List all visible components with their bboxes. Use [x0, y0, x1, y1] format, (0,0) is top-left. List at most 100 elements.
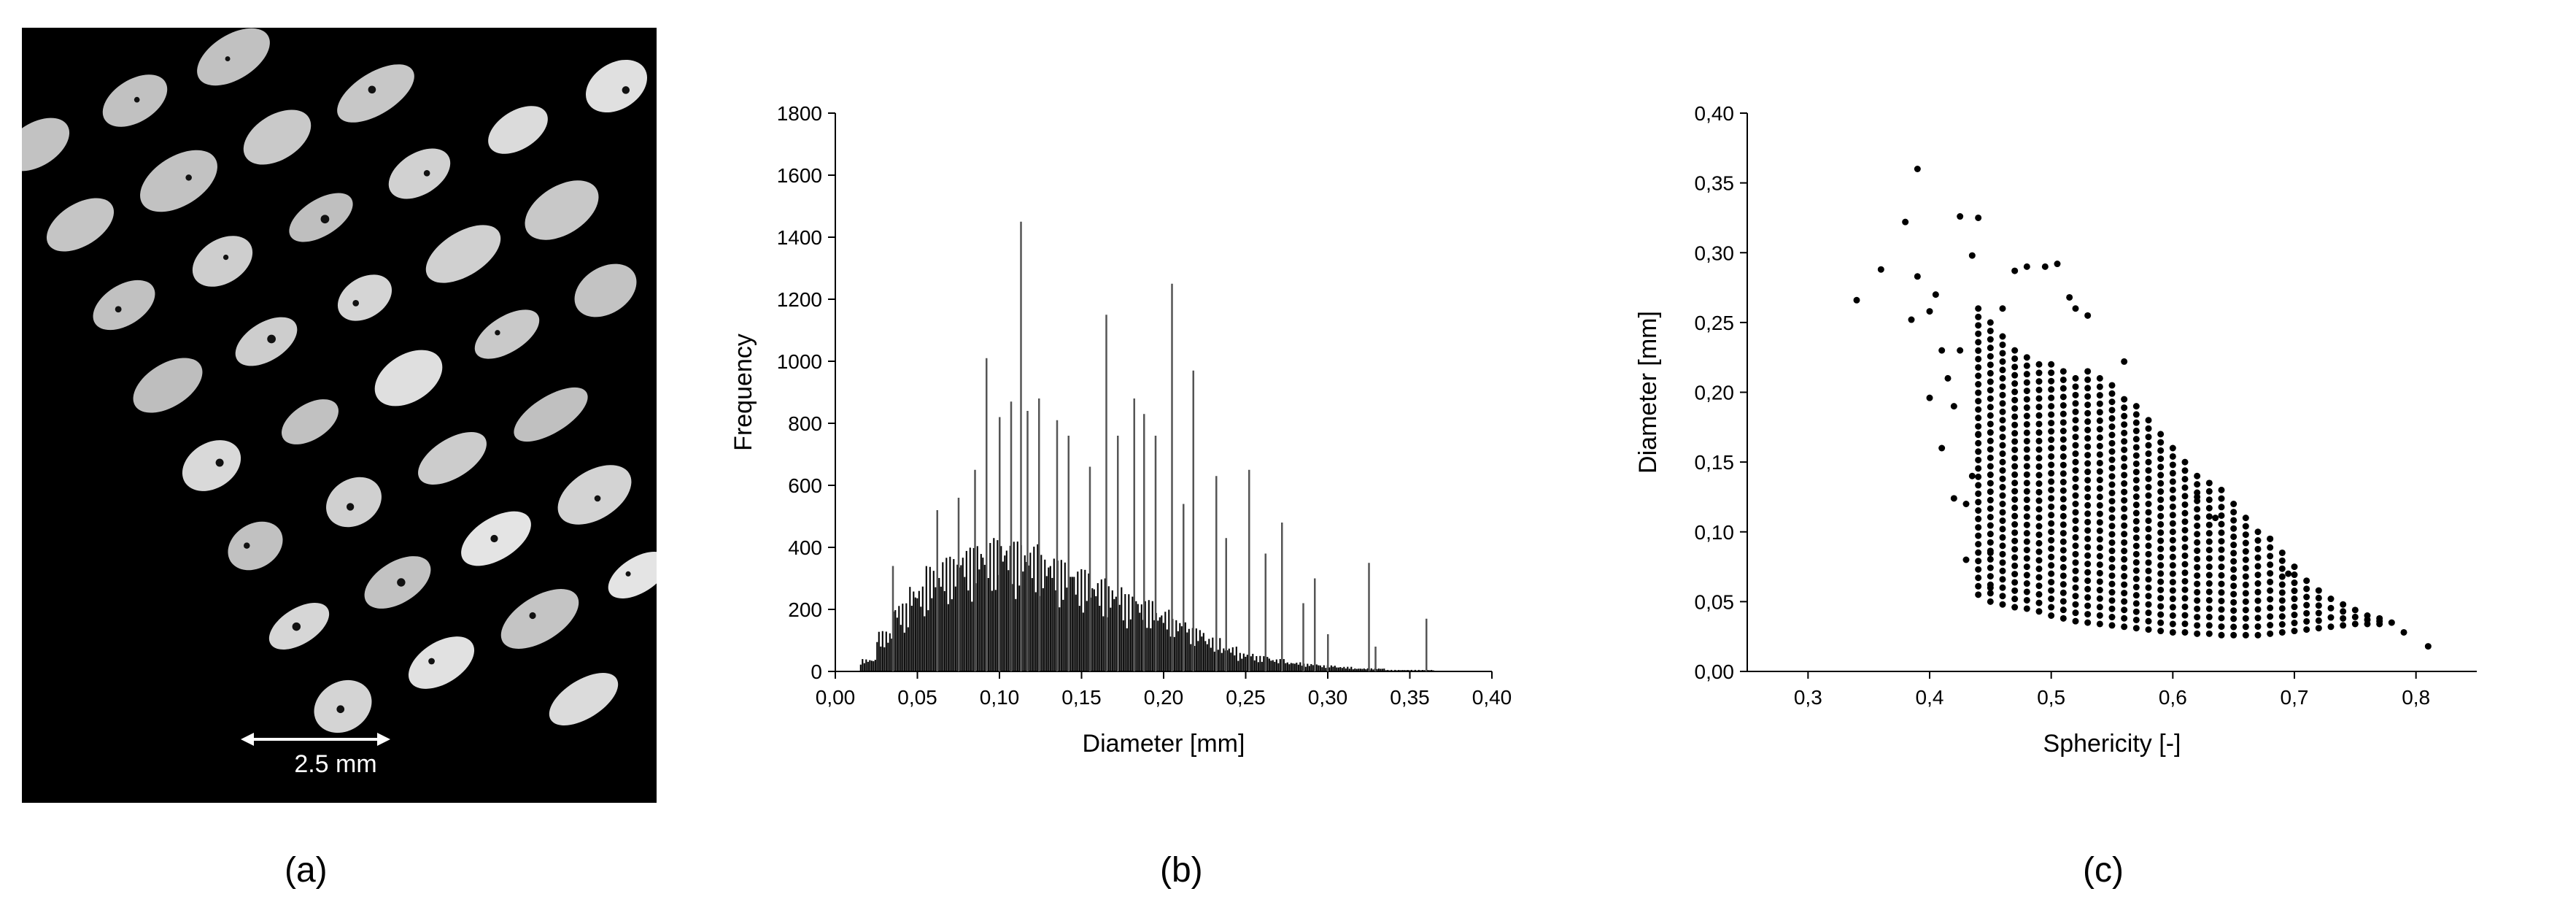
scatter-point: [2254, 606, 2262, 613]
scatter-point: [2132, 575, 2140, 582]
particle: [574, 263, 637, 317]
histogram-bar: [1256, 656, 1258, 671]
histogram-bar: [1275, 659, 1277, 671]
scatter-point: [2084, 401, 2092, 409]
scatter-point: [2194, 605, 2201, 612]
scale-bar: [241, 733, 390, 746]
histogram-bar: [1157, 620, 1159, 671]
scatter-point: [2169, 469, 2176, 477]
scatter-point: [2011, 413, 2019, 420]
scatter-point: [2084, 527, 2092, 534]
scatter-point: [2084, 469, 2092, 476]
scatter-point: [1877, 266, 1884, 273]
scatter-point: [2096, 477, 2103, 484]
scatter-point: [2205, 504, 2213, 512]
scatter-point: [2035, 574, 2043, 581]
histogram-bar: [1237, 660, 1239, 671]
scatter-point: [2059, 563, 2067, 571]
particle-field: [22, 28, 657, 733]
scatter-point: [2303, 577, 2310, 585]
histogram-bar: [1197, 641, 1199, 671]
pore: [336, 705, 345, 714]
pore: [625, 571, 631, 577]
scatter-point: [2048, 461, 2055, 469]
scatter-point: [2145, 601, 2152, 608]
scatter-point: [2072, 525, 2079, 533]
histogram-peak-bar: [1183, 504, 1185, 671]
scatter-point: [2108, 605, 2116, 612]
scatter-point: [1987, 549, 1994, 556]
histogram-bar: [859, 664, 862, 671]
scatter-point: [1987, 378, 1994, 385]
scatter-point: [2205, 521, 2213, 528]
scatter-point: [2132, 493, 2140, 501]
scatter-point: [2230, 558, 2237, 565]
scatter-point: [2218, 597, 2225, 604]
scatter-point: [1987, 387, 1994, 394]
scatter-point: [2035, 463, 2043, 470]
histogram-bar: [943, 590, 945, 671]
histogram-bar: [1352, 669, 1354, 671]
histogram-bar: [1279, 659, 1281, 671]
scatter-point: [2108, 572, 2116, 579]
histogram-bar: [1239, 652, 1241, 671]
histogram-bars: [859, 538, 1434, 671]
scatter-point: [2066, 293, 2073, 301]
pore: [292, 622, 301, 631]
scatter-point: [2303, 617, 2310, 625]
scatter-point: [2218, 631, 2225, 639]
histogram-bar: [1150, 628, 1152, 671]
particle: [182, 440, 241, 491]
scatter-point: [2084, 485, 2092, 492]
scatter-point: [2011, 546, 2019, 553]
histogram-bar: [1204, 641, 1207, 671]
histogram-peak-bar: [1314, 578, 1316, 671]
scatter-point: [2072, 475, 2079, 482]
x-tick-label: 0,7: [2281, 686, 2309, 709]
scatter-point: [2145, 509, 2152, 516]
scatter-point: [2278, 565, 2286, 572]
scatter-point: [2059, 428, 2067, 435]
scatter-point: [2303, 593, 2310, 601]
scatter-point: [2291, 571, 2298, 579]
histogram-peak-bar: [1225, 538, 1227, 671]
scatter-point: [2194, 588, 2201, 596]
histogram-bar: [1407, 669, 1409, 671]
histogram-bar: [1246, 655, 1248, 671]
scatter-point: [2242, 523, 2249, 530]
scatter-point: [2096, 595, 2103, 602]
histogram-bar: [935, 587, 937, 671]
histogram-bar: [1257, 662, 1259, 671]
scatter-point: [2132, 403, 2140, 410]
scatter-point: [1975, 524, 1982, 531]
scatter-point: [2011, 363, 2019, 371]
scatter-point: [2212, 515, 2219, 522]
scatter-point: [2048, 587, 2055, 594]
histogram-bar: [1029, 552, 1032, 671]
histogram-bar: [1341, 668, 1343, 671]
scatter-point: [2059, 504, 2067, 512]
scatter-point: [2181, 475, 2189, 482]
scatter-point: [2084, 552, 2092, 559]
scatter-point: [1987, 446, 1994, 453]
y-tick-label: 800: [788, 412, 822, 435]
scatter-point: [1975, 322, 1982, 329]
scatter-point: [2035, 378, 2043, 385]
histogram-bar: [1184, 622, 1186, 671]
histogram-bar: [1252, 653, 1254, 671]
histogram-bar: [885, 631, 887, 671]
histogram-bar: [932, 571, 935, 671]
scatter-point: [1999, 576, 2006, 583]
scatter-point: [2023, 513, 2030, 520]
scatter-point: [2011, 554, 2019, 561]
scatter-point: [2132, 583, 2140, 590]
scatter-point: [2048, 420, 2055, 427]
scatter-point: [2023, 563, 2030, 571]
histogram-bar: [1169, 636, 1172, 671]
scatter-point: [2035, 514, 2043, 521]
scatter-point: [2218, 589, 2225, 596]
scatter-point: [2145, 559, 2152, 566]
histogram-bar: [1132, 596, 1134, 671]
histogram-bar: [1053, 558, 1055, 671]
histogram-bar: [1140, 604, 1142, 671]
